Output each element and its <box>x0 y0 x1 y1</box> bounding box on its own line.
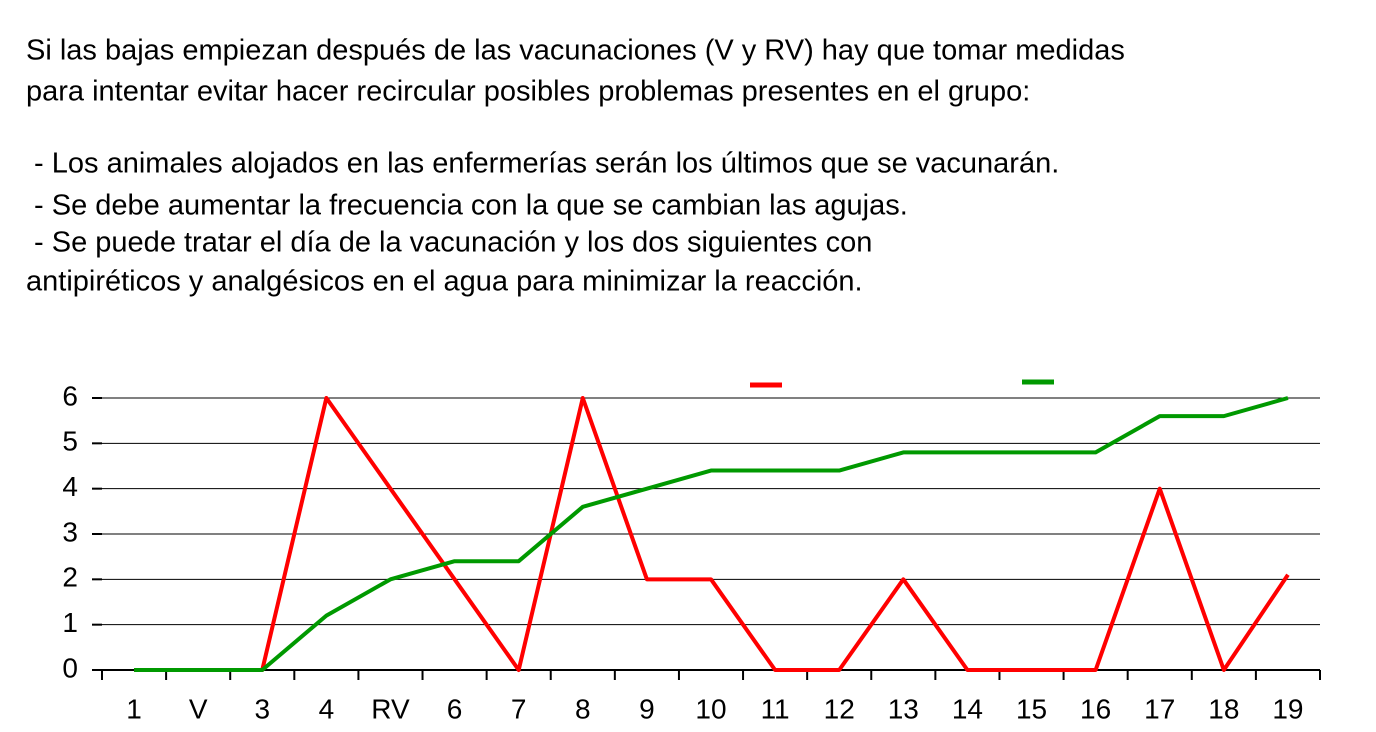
y-tick-label: 3 <box>62 516 78 547</box>
x-tick-label: 18 <box>1208 693 1239 724</box>
x-tick-label: 12 <box>824 693 855 724</box>
x-tick-label: 9 <box>639 693 655 724</box>
x-tick-label: 7 <box>511 693 527 724</box>
series-line <box>134 396 1289 672</box>
x-tick-label: 14 <box>952 693 983 724</box>
x-tick-label: 8 <box>575 693 591 724</box>
x-tick-label: 1 <box>126 693 142 724</box>
y-tick-label: 4 <box>62 471 78 502</box>
y-tick-label: 5 <box>62 426 78 457</box>
x-tick-label: 10 <box>695 693 726 724</box>
x-tick-label: V <box>189 693 208 724</box>
text-line: - Se debe aumentar la frecuencia con la … <box>26 190 908 222</box>
series-line <box>134 396 1290 672</box>
text-line: Si las bajas empiezan después de las vac… <box>26 35 1125 67</box>
x-tick-label: 6 <box>447 693 463 724</box>
text-line: antipiréticos y analgésicos en el agua p… <box>26 266 863 298</box>
x-tick-label: 3 <box>254 693 270 724</box>
x-tick-label: 16 <box>1080 693 1111 724</box>
y-tick-label: 2 <box>62 562 78 593</box>
y-tick-label: 1 <box>62 607 78 638</box>
y-tick-label: 0 <box>62 652 78 683</box>
x-tick-label: 19 <box>1272 693 1303 724</box>
y-tick-label: 6 <box>62 380 78 411</box>
x-tick-label: RV <box>371 693 410 724</box>
text-line: - Se puede tratar el día de la vacunació… <box>26 227 872 259</box>
text-line: - Los animales alojados en las enfermerí… <box>26 148 1059 180</box>
x-tick-label: 11 <box>761 693 790 724</box>
x-tick-label: 15 <box>1016 693 1047 724</box>
x-tick-label: 4 <box>319 693 335 724</box>
text-line: para intentar evitar hacer recircular po… <box>26 76 1030 108</box>
x-tick-label: 13 <box>888 693 919 724</box>
x-tick-label: 17 <box>1144 693 1175 724</box>
